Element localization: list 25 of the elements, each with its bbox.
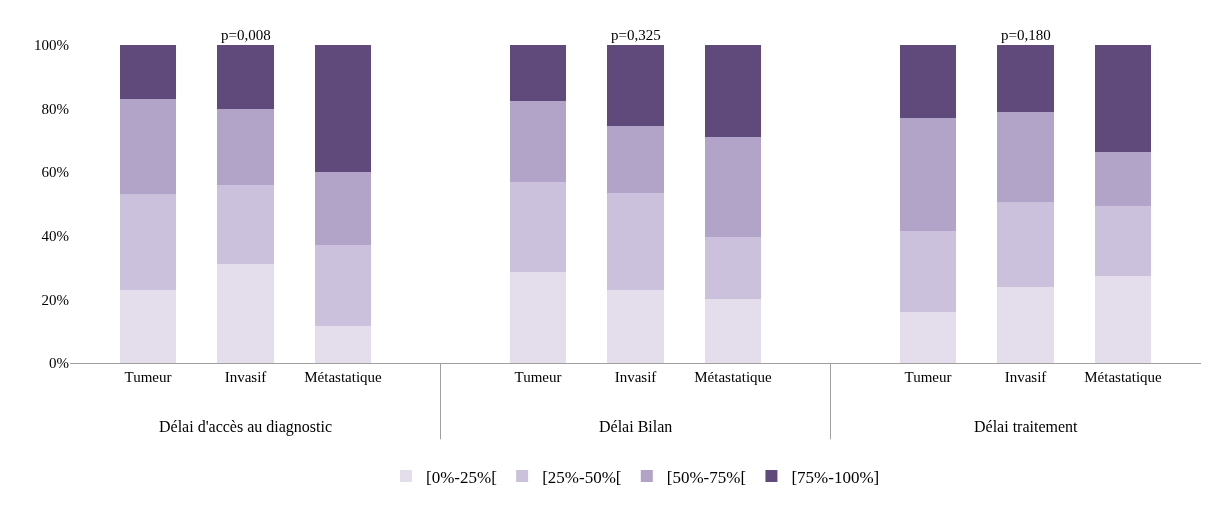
text: Délai d'accès au diagnostic — [159, 418, 333, 436]
x-tick-label: Métastatique — [1084, 369, 1163, 385]
y-tick-label: 0% — [49, 355, 69, 372]
x-tick-label: Tumeur — [514, 369, 562, 385]
text: p=0,008 — [221, 27, 271, 43]
y-tick-label: 20% — [41, 291, 69, 308]
text: Délai traitement — [974, 418, 1079, 435]
text: p=0,180 — [1001, 27, 1051, 43]
x-tick-label: Tumeur — [124, 369, 172, 385]
y-tick-label: 60% — [41, 164, 69, 181]
x-tick-label: Métastatique — [304, 369, 383, 385]
legend-label: [50%-75%[ — [666, 467, 747, 487]
y-tick-label: 80% — [41, 100, 69, 117]
text: Délai Bilan — [599, 418, 673, 435]
x-tick-label: Invasif — [224, 369, 267, 385]
x-tick-label: Invasif — [614, 369, 657, 385]
y-tick-label: 100% — [34, 37, 69, 54]
x-tick-label: Tumeur — [904, 369, 952, 385]
text: p=0,325 — [611, 27, 661, 43]
legend-label: [0%-25%[ — [426, 467, 498, 487]
legend-label: [75%-100%] — [791, 467, 880, 487]
legend-label: [25%-50%[ — [542, 467, 622, 487]
x-tick-label: Métastatique — [694, 369, 773, 385]
x-tick-label: Invasif — [1004, 369, 1047, 385]
y-tick-label: 40% — [41, 228, 69, 245]
